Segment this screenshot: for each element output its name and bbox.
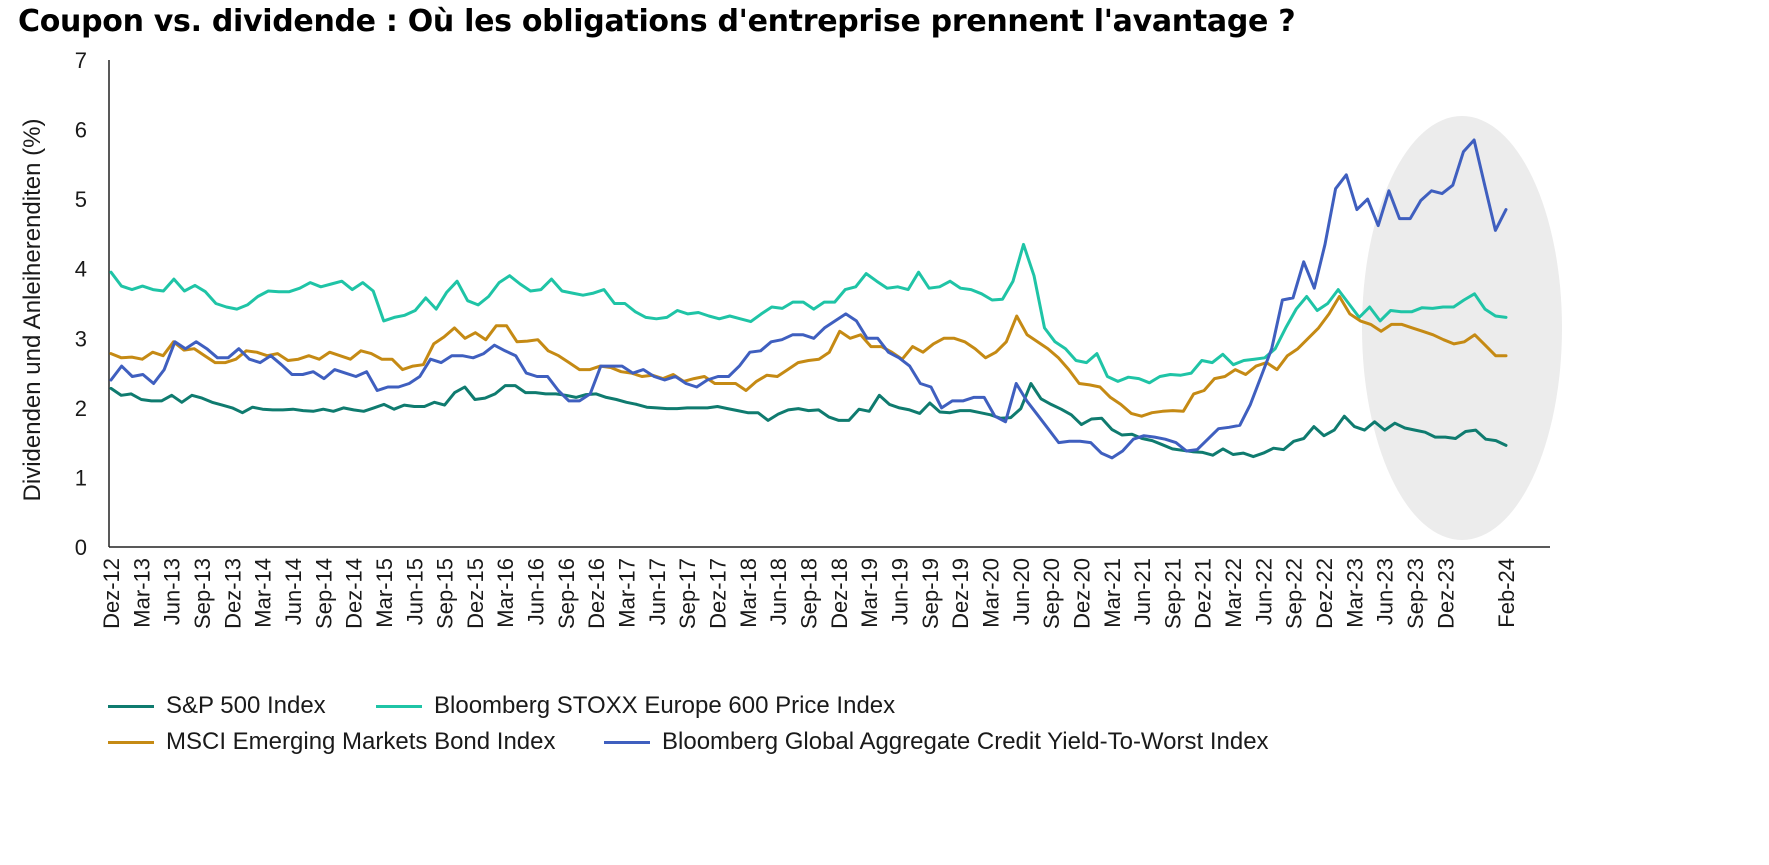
x-tick-label: Sep-19	[918, 558, 943, 629]
x-tick-label: Dez-22	[1312, 558, 1337, 629]
x-tick-label: Mar-17	[615, 558, 640, 628]
x-tick-label: Jun-16	[524, 558, 549, 625]
x-tick-label: Mar-18	[736, 558, 761, 628]
x-tick-label: Sep-21	[1160, 558, 1185, 629]
x-tick-label: Mar-20	[978, 558, 1003, 628]
x-tick-labels: Dez-12 Mar-13 Jun-13 Sep-13 Dez-13 Mar-14 Jun-…	[99, 558, 1519, 629]
x-tick-label: Jun-17	[645, 558, 670, 625]
x-tick-label: Dez-12	[99, 558, 124, 629]
legend-label-sp500: S&P 500 Index	[166, 692, 326, 719]
legend-swatch-sp500	[108, 704, 154, 708]
legend-swatch-msci-em	[108, 740, 154, 744]
series-line-global-agg	[109, 138, 1508, 460]
x-tick-label: Sep-18	[797, 558, 822, 629]
x-tick-label: Jun-18	[766, 558, 791, 625]
legend-label-global-agg: Bloomberg Global Aggregate Credit Yield-…	[662, 728, 1269, 755]
x-tick-label: Mar-23	[1342, 558, 1367, 628]
y-tick-label: 6	[75, 118, 87, 143]
legend-swatch-global-agg	[604, 740, 650, 744]
x-tick-label: Jun-15	[402, 558, 427, 625]
x-tick-label: Dez-14	[342, 558, 367, 629]
legend-item-stoxx600: Bloomberg STOXX Europe 600 Price Index	[376, 692, 895, 720]
x-tick-label: Jun-23	[1373, 558, 1398, 625]
legend-item-sp500: S&P 500 Index	[108, 692, 376, 720]
x-tick-label: Mar-13	[129, 558, 154, 628]
x-tick-label: Jun-21	[1130, 558, 1155, 625]
legend-row: MSCI Emerging Markets Bond Index Bloombe…	[108, 724, 1269, 760]
series-lines	[109, 138, 1508, 460]
x-tick-label: Mar-21	[1100, 558, 1125, 628]
series-line-sp500	[109, 382, 1508, 459]
x-tick-label: Jun-14	[281, 558, 306, 625]
x-tick-label: Dez-23	[1433, 558, 1458, 629]
x-tick-label: Sep-14	[311, 558, 336, 629]
x-tick-label: Dez-19	[948, 558, 973, 629]
x-tick-label: Mar-22	[1221, 558, 1246, 628]
x-tick-label: Dez-16	[584, 558, 609, 629]
x-tick-label: Dez-21	[1191, 558, 1216, 629]
x-tick-label: Mar-19	[857, 558, 882, 628]
x-tick-label: Dez-15	[463, 558, 488, 629]
y-tick-label: 2	[75, 396, 87, 421]
x-tick-label: Mar-16	[493, 558, 518, 628]
x-tick-label: Dez-13	[220, 558, 245, 629]
y-tick-labels: 0 1 2 3 4 5 6 7	[75, 48, 87, 560]
x-tick-label: Jun-19	[887, 558, 912, 625]
y-tick-label: 5	[75, 187, 87, 212]
y-tick-label: 0	[75, 535, 87, 560]
legend-row: S&P 500 Index Bloomberg STOXX Europe 600…	[108, 688, 1269, 724]
y-tick-label: 3	[75, 326, 87, 351]
x-tick-label: Mar-14	[251, 558, 276, 628]
legend-label-msci-em: MSCI Emerging Markets Bond Index	[166, 728, 556, 755]
x-tick-label: Sep-23	[1403, 558, 1428, 629]
legend: S&P 500 Index Bloomberg STOXX Europe 600…	[108, 688, 1269, 760]
x-tick-label: Sep-17	[675, 558, 700, 629]
x-tick-label: Jun-22	[1251, 558, 1276, 625]
chart-title: Coupon vs. dividende : Où les obligation…	[18, 4, 1296, 39]
highlight-ellipse	[1362, 116, 1562, 540]
series-line-msci-em	[109, 295, 1508, 418]
x-tick-label: Jun-20	[1009, 558, 1034, 625]
y-tick-label: 7	[75, 48, 87, 73]
x-tick-label: Sep-13	[190, 558, 215, 629]
x-tick-label: Sep-16	[554, 558, 579, 629]
series-line-stoxx600	[109, 242, 1508, 385]
x-tick-label: Sep-20	[1039, 558, 1064, 629]
y-tick-label: 4	[75, 257, 87, 282]
x-tick-label: Dez-20	[1069, 558, 1094, 629]
x-tick-label: Jun-13	[160, 558, 185, 625]
y-axis-label: Dividenden und Anleiherenditen (%)	[19, 119, 46, 502]
x-tick-label: Sep-22	[1282, 558, 1307, 629]
legend-label-stoxx600: Bloomberg STOXX Europe 600 Price Index	[434, 692, 896, 719]
legend-item-msci-em: MSCI Emerging Markets Bond Index	[108, 728, 604, 756]
x-tick-label: Dez-18	[827, 558, 852, 629]
legend-item-global-agg: Bloomberg Global Aggregate Credit Yield-…	[604, 728, 1269, 756]
x-tick-label: Feb-24	[1494, 558, 1519, 628]
y-tick-label: 1	[75, 465, 87, 490]
x-tick-label: Mar-15	[372, 558, 397, 628]
legend-swatch-stoxx600	[376, 704, 422, 708]
x-tick-label: Sep-15	[433, 558, 458, 629]
x-tick-label: Dez-17	[706, 558, 731, 629]
